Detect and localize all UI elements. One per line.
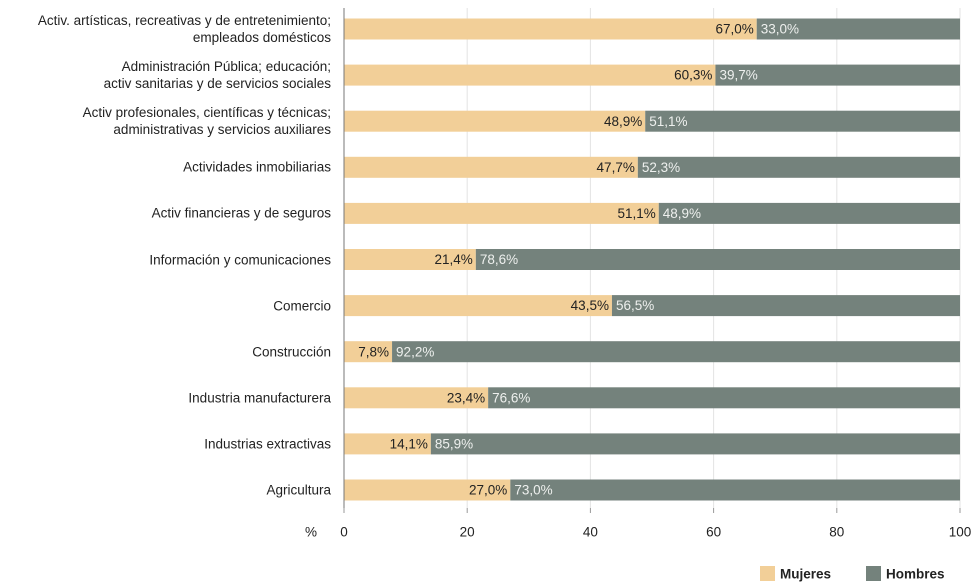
value-label: 51,1% [649,114,687,129]
category-label: Activ. artísticas, recreativas y de entr… [37,13,331,45]
bar-segment [658,202,960,224]
value-label: 33,0% [761,22,799,37]
value-label: 73,0% [514,483,552,498]
bar-segment [344,249,476,270]
x-tick-label: 60 [706,525,721,540]
category-label: Activ financieras y de seguros [151,205,331,221]
value-label: 47,7% [597,160,635,175]
value-label: 60,3% [674,68,712,83]
category-label: Activ profesionales, científicas y técni… [82,105,331,138]
value-label: 92,2% [396,344,434,359]
bar-segment [344,387,489,409]
category-label: Agricultura [266,482,331,498]
bar-segment [611,295,960,317]
value-label: 56,5% [616,298,654,313]
bar-segment [756,18,960,40]
category-label: Construcción [252,344,331,360]
bar-segment [488,387,960,409]
bar-segment [344,433,431,455]
x-tick-label: 0 [340,525,348,540]
bar-segment [344,479,511,501]
bar-segment [645,110,960,132]
category-label: Información y comunicaciones [149,252,331,267]
x-tick-label: 20 [460,525,475,540]
bar-segment [344,202,659,224]
bar-segment [344,110,646,132]
bar-segment [637,156,960,178]
legend-label: Hombres [886,567,945,582]
category-label: Industrias extractivas [204,436,331,452]
category-label: Comercio [273,298,331,314]
value-label: 52,3% [642,160,680,175]
bar-segment [344,341,393,363]
legend-label: Mujeres [780,567,831,582]
value-label: 67,0% [715,22,753,37]
value-label: 51,1% [617,206,655,221]
bar-segment [430,433,961,455]
value-label: 21,4% [435,252,473,267]
value-label: 76,6% [492,390,530,405]
bar-segment [344,295,612,317]
legend-swatch [866,566,881,581]
bar-segment [510,479,960,501]
bar-segment [344,18,757,40]
value-label: 78,6% [480,252,518,267]
category-label: Industria manufacturera [188,390,331,406]
x-axis-label: % [305,525,317,540]
bar-segment [392,341,961,363]
x-tick-label: 100 [949,525,972,540]
value-label: 39,7% [719,68,757,83]
bar-segment [715,64,960,86]
x-tick-label: 40 [583,525,598,540]
category-label: Actividades inmobiliarias [183,159,331,175]
value-label: 48,9% [663,206,701,221]
x-tick-label: 80 [829,525,844,540]
value-label: 14,1% [390,436,428,451]
bar-segment [344,64,716,86]
value-label: 48,9% [604,114,642,129]
value-label: 23,4% [447,390,485,405]
value-label: 27,0% [469,483,507,498]
value-label: 85,9% [435,436,473,451]
value-label: 43,5% [571,298,609,313]
legend-swatch [760,566,775,581]
bar-segment [475,249,960,270]
category-label: Administración Pública; educación; activ… [103,59,331,92]
value-label: 7,8% [358,344,389,359]
bar-segment [344,156,638,178]
